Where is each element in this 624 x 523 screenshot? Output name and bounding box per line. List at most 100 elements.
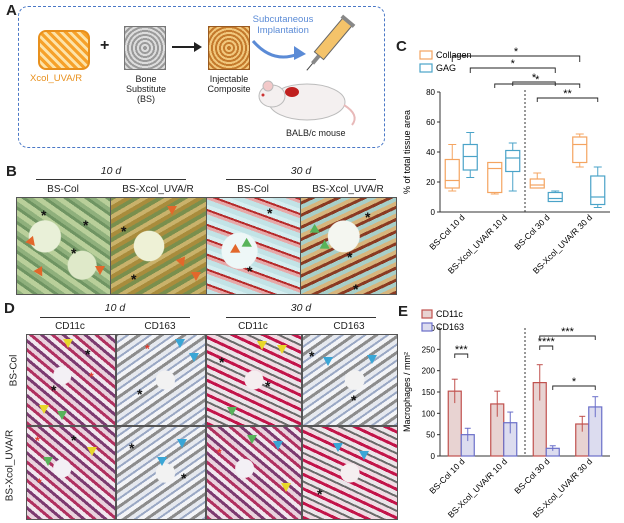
ihc-col-4: CD163 xyxy=(333,321,365,332)
histology-col-4: BS-Xcol_UVA/R xyxy=(312,184,384,195)
histology-col-1: BS-Col xyxy=(47,184,79,195)
cd163-arrow xyxy=(57,411,67,420)
mouse-strain-label: BALB/c mouse xyxy=(286,128,346,138)
significance-mark: *** xyxy=(561,326,575,338)
composite-label: Injectable Composite xyxy=(207,74,251,94)
significance-bracket xyxy=(552,385,596,390)
collagen-arrow xyxy=(95,266,105,275)
significance-mark: **** xyxy=(538,336,556,348)
significance-bracket xyxy=(536,97,599,102)
panel-d-label: D xyxy=(4,300,15,317)
macrophage-chart: 050100150200250300Macrophages / mm²BS-Co… xyxy=(402,309,610,520)
cd163-arrow xyxy=(273,441,283,450)
bone-substitute-marker: * xyxy=(83,217,89,233)
significance-bracket xyxy=(469,67,556,73)
box-collagen xyxy=(444,158,460,189)
gag-arrow xyxy=(309,223,323,238)
bone-substitute-icon xyxy=(124,26,166,70)
collagen-arrow xyxy=(25,235,39,250)
ihc-image-cd163-bscol-30d: * * xyxy=(302,334,398,426)
box-collagen xyxy=(487,161,503,194)
y-tick-label: 250 xyxy=(422,345,436,354)
bone-substitute-marker: * xyxy=(351,392,357,408)
legend-swatch xyxy=(421,309,433,319)
cd163-arrow xyxy=(359,451,369,460)
y-tick-label: 100 xyxy=(422,409,436,418)
significance-bracket xyxy=(539,345,554,350)
x-tick-label: BS-Col 10 d xyxy=(427,212,467,252)
significance-bracket xyxy=(494,83,581,88)
vessel-marker: * xyxy=(89,370,94,384)
histology-group-10d: 10 d xyxy=(100,165,122,177)
bone-substitute-marker: * xyxy=(247,263,253,279)
bone-substitute-marker: * xyxy=(137,386,143,402)
ihc-image-cd163-bscol-10d: * * xyxy=(116,334,206,426)
ihc-group-30d: 30 d xyxy=(290,302,312,314)
panel-b-label: B xyxy=(6,163,17,180)
bone-substitute-marker: * xyxy=(353,281,359,295)
y-tick-label: 0 xyxy=(431,452,436,461)
bone-substitute-marker: * xyxy=(121,223,127,239)
vessel-marker: * xyxy=(35,434,40,448)
schematic-box xyxy=(18,6,385,148)
x-tick-label: BS-Col 10 d xyxy=(427,456,467,496)
significance-mark: * xyxy=(572,376,577,388)
histology-group-30d-rule xyxy=(226,179,376,180)
implantation-arrow xyxy=(251,40,306,60)
cd163-arrow xyxy=(177,439,187,448)
legend-label: Collagen xyxy=(436,50,472,60)
histology-image-bscol-30d: * * xyxy=(206,197,301,295)
significance-bracket xyxy=(454,353,469,358)
ihc-image-cd163-bsxcol-30d: * xyxy=(302,426,398,520)
panel-e-label: E xyxy=(398,303,409,320)
significance-mark: * xyxy=(514,46,519,58)
collagen-arrow xyxy=(227,243,241,258)
cd163-arrow xyxy=(157,457,167,466)
significance-mark: * xyxy=(532,72,537,84)
histology-image-bsxcol-30d: * * * xyxy=(300,197,397,295)
box-collagen xyxy=(529,178,545,189)
histology-image-bsxcol-10d: * * xyxy=(110,197,207,295)
y-tick-label: 0 xyxy=(431,208,436,217)
histology-col-3: BS-Col xyxy=(237,184,269,195)
legend-swatch xyxy=(421,322,433,332)
process-arrow-head xyxy=(194,42,202,52)
ihc-image-cd163-bsxcol-10d: * * xyxy=(116,426,206,520)
bone-substitute-marker: * xyxy=(129,440,135,456)
bone-substitute-marker: * xyxy=(41,207,47,223)
bone-substitute-marker: * xyxy=(265,378,271,394)
x-tick-label: BS-Col 30 d xyxy=(512,212,552,252)
mouse-illustration xyxy=(258,80,356,126)
y-tick-label: 20 xyxy=(426,178,435,187)
panel-c-label: C xyxy=(396,38,407,55)
bone-substitute-marker: * xyxy=(85,346,91,362)
cd11c-arrow xyxy=(277,345,287,354)
cd163-arrow xyxy=(367,355,377,364)
bone-substitute-marker: * xyxy=(365,209,371,225)
bone-substitute-marker: * xyxy=(51,382,57,398)
bone-substitute-marker: * xyxy=(71,432,77,448)
cd11c-arrow xyxy=(281,483,291,492)
ihc-col-2: CD163 xyxy=(144,321,176,332)
cd163-arrow xyxy=(227,407,237,416)
plus-sign: + xyxy=(100,37,110,54)
y-tick-label: 150 xyxy=(422,388,436,397)
ihc-image-cd11c-bscol-10d: * * * xyxy=(26,334,116,426)
ihc-group-10d-rule xyxy=(40,317,190,318)
y-tick-label: 40 xyxy=(426,148,435,157)
cd163-arrow xyxy=(333,443,343,452)
box-gag xyxy=(505,149,521,173)
ihc-col-3: CD11c xyxy=(238,321,268,332)
xcol-material-icon xyxy=(38,30,90,70)
legend-swatch xyxy=(419,63,433,73)
ihc-group-30d-rule xyxy=(226,317,376,318)
cd11c-arrow xyxy=(39,405,49,414)
significance-mark: * xyxy=(535,74,540,86)
ihc-image-cd11c-bsxcol-10d: * * * xyxy=(26,426,116,520)
collagen-arrow xyxy=(33,266,47,279)
significance-mark: ** xyxy=(563,88,572,100)
y-axis-label: Macrophages / mm² xyxy=(402,352,412,432)
histology-group-30d: 30 d xyxy=(290,165,312,177)
cd11c-arrow xyxy=(87,447,97,456)
process-arrow xyxy=(172,46,196,48)
